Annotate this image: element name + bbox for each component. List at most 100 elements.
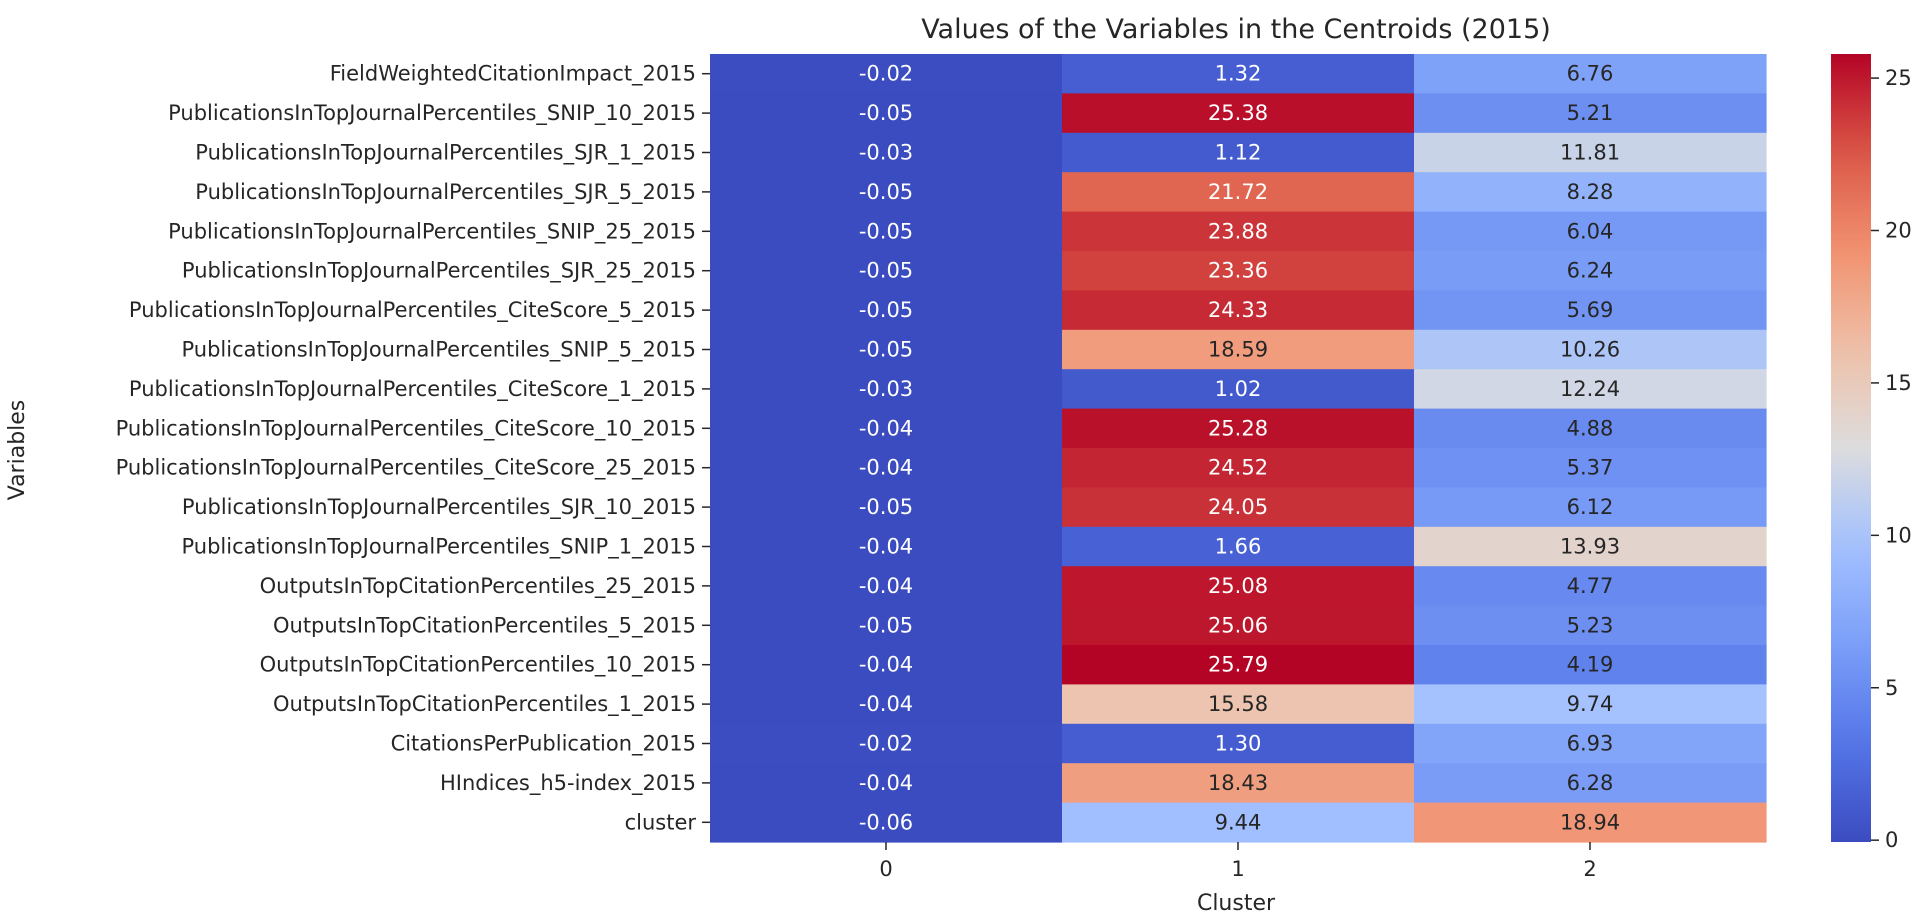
cell-value-label: 6.04 — [1567, 219, 1614, 243]
heatmap-cell — [1062, 329, 1415, 370]
cell-value-label: -0.05 — [859, 495, 913, 519]
heatmap-cell — [1414, 684, 1767, 725]
heatmap-cell — [1062, 54, 1415, 94]
heatmap-cell — [1414, 93, 1767, 134]
cell-value-label: -0.03 — [859, 141, 913, 165]
heatmap-cell — [710, 566, 1063, 607]
y-tick-label: PublicationsInTopJournalPercentiles_Cite… — [129, 377, 696, 402]
heatmap-cell — [710, 329, 1063, 370]
cell-value-label: 6.93 — [1567, 732, 1614, 756]
y-tick-label: PublicationsInTopJournalPercentiles_SJR_… — [195, 141, 696, 166]
heatmap-cell — [710, 723, 1063, 764]
heatmap-cell — [1414, 566, 1767, 607]
cell-value-label: 25.28 — [1208, 416, 1268, 440]
cell-value-label: 5.21 — [1567, 101, 1614, 125]
y-tick-label: cluster — [625, 810, 697, 834]
cell-value-label: 4.19 — [1567, 653, 1614, 677]
y-tick-label: HIndices_h5-index_2015 — [440, 771, 696, 796]
heatmap-cell — [1062, 93, 1415, 134]
heatmap-cell — [710, 408, 1063, 449]
y-tick-label: OutputsInTopCitationPercentiles_1_2015 — [273, 692, 696, 717]
heatmap-cell — [710, 93, 1063, 134]
cell-value-label: 6.76 — [1567, 62, 1614, 86]
cell-value-label: -0.02 — [859, 62, 913, 86]
heatmap-cell — [1414, 605, 1767, 646]
cell-value-label: -0.03 — [859, 377, 913, 401]
cell-value-label: 9.74 — [1567, 692, 1614, 716]
cell-value-label: -0.05 — [859, 298, 913, 322]
cell-value-label: 18.94 — [1560, 810, 1620, 834]
heatmap-cell — [1062, 211, 1415, 252]
heatmap-cell — [1062, 566, 1415, 607]
heatmap-cell — [1414, 487, 1767, 528]
cell-value-label: 1.66 — [1215, 535, 1262, 559]
heatmap-cell — [1062, 723, 1415, 764]
cell-value-label: 23.36 — [1208, 259, 1268, 283]
cell-value-label: -0.05 — [859, 613, 913, 637]
x-tick-label: 2 — [1583, 857, 1596, 881]
colorbar-tick-label: 20 — [1885, 218, 1912, 242]
y-tick-label: FieldWeightedCitationImpact_2015 — [330, 62, 696, 87]
y-tick-label: PublicationsInTopJournalPercentiles_Cite… — [129, 298, 696, 323]
cell-value-label: -0.05 — [859, 101, 913, 125]
heatmap-cell — [1414, 329, 1767, 370]
y-tick-label: PublicationsInTopJournalPercentiles_SJR_… — [195, 180, 696, 205]
cell-value-label: -0.05 — [859, 259, 913, 283]
heatmap-cell — [710, 448, 1063, 488]
heatmap-cell — [710, 684, 1063, 725]
cell-value-label: 10.26 — [1560, 338, 1620, 362]
y-tick-label: PublicationsInTopJournalPercentiles_SNIP… — [168, 219, 696, 244]
y-tick-label: OutputsInTopCitationPercentiles_25_2015 — [260, 574, 696, 599]
y-tick-label: PublicationsInTopJournalPercentiles_Cite… — [116, 416, 696, 441]
heatmap-cell — [1062, 408, 1415, 449]
y-tick-label: CitationsPerPublication_2015 — [391, 732, 696, 757]
heatmap-cell — [1414, 211, 1767, 252]
cell-value-label: 11.81 — [1560, 141, 1620, 165]
cell-value-label: 1.30 — [1215, 732, 1262, 756]
cell-value-label: 1.12 — [1215, 141, 1262, 165]
cell-value-label: 24.05 — [1208, 495, 1268, 519]
heatmap-cell — [1414, 645, 1767, 685]
x-axis-ticks: 0 1 2 — [879, 842, 1597, 881]
cell-value-label: -0.04 — [859, 771, 913, 795]
heatmap-cell — [1062, 763, 1415, 804]
cell-value-label: 8.28 — [1567, 180, 1614, 204]
cell-value-label: 1.32 — [1215, 62, 1262, 86]
cell-value-label: 5.37 — [1567, 456, 1614, 480]
y-tick-label: PublicationsInTopJournalPercentiles_SNIP… — [182, 338, 697, 363]
cell-value-label: 6.12 — [1567, 495, 1614, 519]
heatmap-cell — [710, 526, 1063, 567]
heatmap-cell — [1414, 526, 1767, 567]
y-axis-label: Variables — [5, 400, 30, 501]
colorbar: 0 5 10 15 20 25 — [1831, 54, 1912, 852]
heatmap-cell — [1414, 448, 1767, 488]
cell-value-label: 25.06 — [1208, 613, 1268, 637]
y-tick-label: PublicationsInTopJournalPercentiles_SNIP… — [182, 535, 697, 560]
heatmap-cell — [1414, 54, 1767, 94]
cell-value-label: 9.44 — [1215, 810, 1262, 834]
y-tick-label: OutputsInTopCitationPercentiles_10_2015 — [260, 653, 696, 678]
heatmap-cell — [710, 605, 1063, 646]
heatmap-cell — [710, 645, 1063, 685]
heatmap-cell — [710, 172, 1063, 213]
cell-value-label: 18.43 — [1208, 771, 1268, 795]
cell-value-label: -0.04 — [859, 692, 913, 716]
heatmap-cell — [1414, 802, 1767, 843]
heatmap-cell — [710, 132, 1063, 173]
cell-value-label: -0.02 — [859, 732, 913, 756]
heatmap-cell — [710, 802, 1063, 843]
heatmap-cell — [1062, 605, 1415, 646]
heatmap-cell — [1414, 132, 1767, 173]
heatmap-cell — [1062, 526, 1415, 567]
cell-value-label: 6.24 — [1567, 259, 1614, 283]
cell-value-label: 25.79 — [1208, 653, 1268, 677]
cell-value-label: 12.24 — [1560, 377, 1620, 401]
y-tick-label: PublicationsInTopJournalPercentiles_SJR_… — [182, 259, 696, 284]
cell-value-label: -0.04 — [859, 653, 913, 677]
colorbar-ticks: 0 5 10 15 20 25 — [1871, 66, 1912, 852]
heatmap-cells: -0.02 1.32 6.76 -0.05 25.38 5.21 -0.03 1.12 11.8… — [710, 54, 1767, 843]
cell-value-label: 4.88 — [1567, 416, 1614, 440]
cell-value-label: 24.52 — [1208, 456, 1268, 480]
colorbar-tick-label: 15 — [1885, 371, 1912, 395]
x-tick-label: 1 — [1231, 857, 1244, 881]
